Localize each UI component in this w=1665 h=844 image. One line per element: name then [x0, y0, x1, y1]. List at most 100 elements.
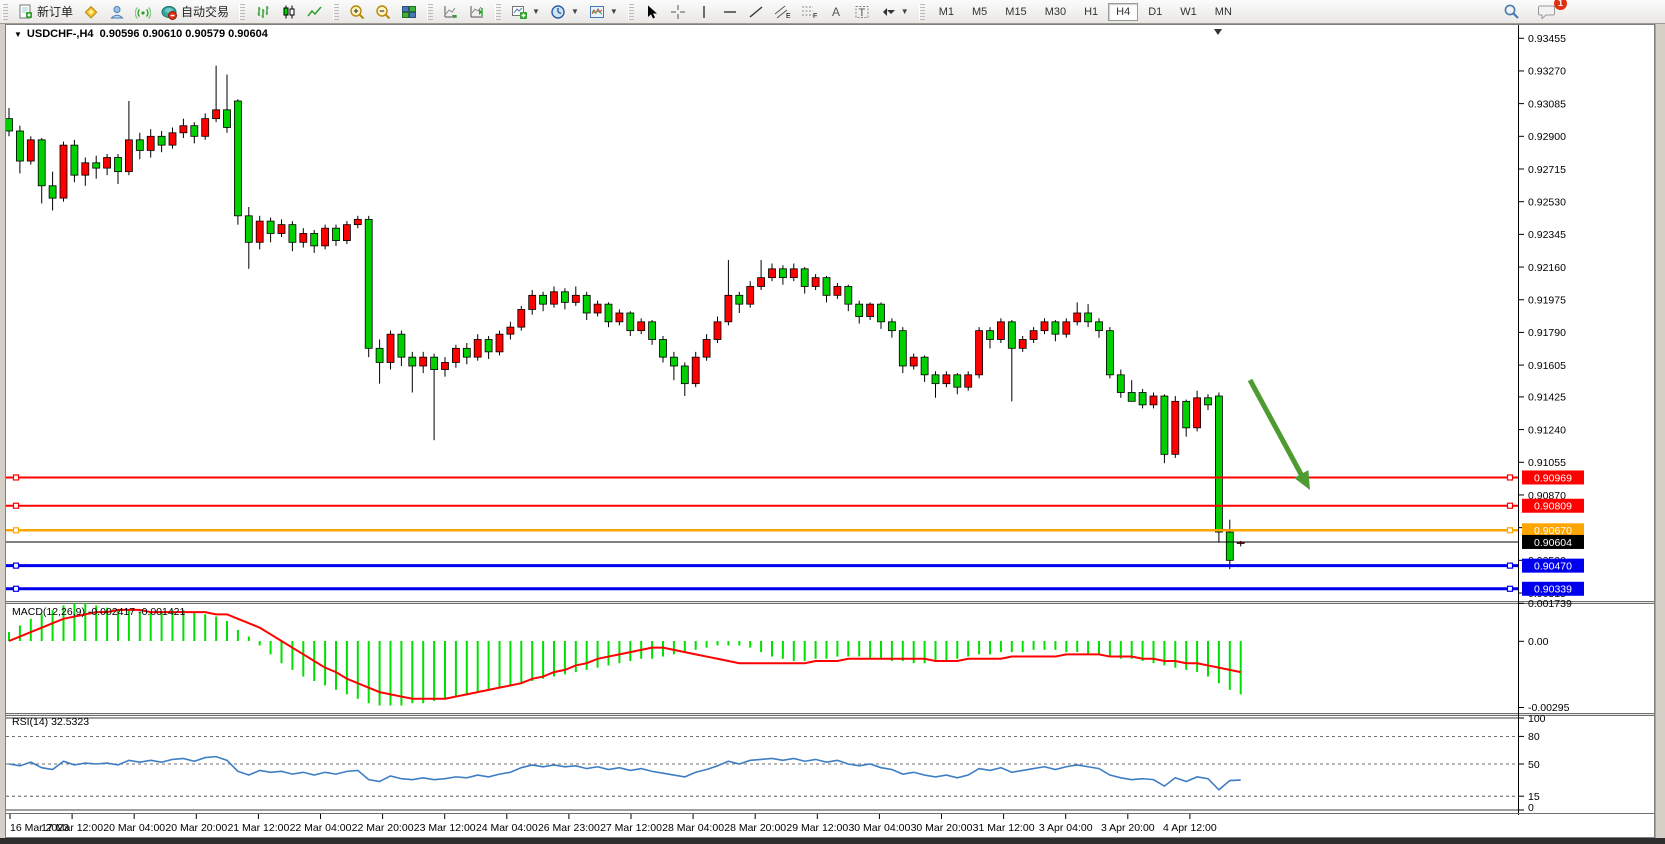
templates-button[interactable]: ▼	[584, 1, 623, 23]
horizontal-line-icon	[723, 10, 736, 13]
chart-shift-button[interactable]	[464, 1, 490, 23]
svg-text:27 Mar 12:00: 27 Mar 12:00	[600, 822, 662, 834]
arrow-annotation[interactable]	[1247, 378, 1310, 490]
svg-text:0.93085: 0.93085	[1528, 98, 1566, 110]
timeframe-M30[interactable]: M30	[1044, 5, 1067, 18]
level-line-0.90969[interactable]: 0.90969	[6, 470, 1584, 485]
toolbar-grip[interactable]	[627, 3, 634, 20]
signals-button[interactable]	[130, 1, 156, 23]
svg-text:0.92715: 0.92715	[1528, 164, 1566, 176]
chat-button[interactable]: 1	[1533, 0, 1567, 23]
channel-button[interactable]: E	[769, 1, 796, 23]
svg-text:22 Mar 04:00: 22 Mar 04:00	[290, 822, 352, 834]
timeframe-M5[interactable]: M5	[972, 5, 988, 18]
toolbar-grip[interactable]	[495, 3, 502, 20]
mql5-button[interactable]	[78, 1, 104, 23]
vertical-line-button[interactable]	[691, 1, 717, 23]
timeframe-M15[interactable]: M15	[1005, 5, 1027, 18]
chat-icon	[1538, 5, 1555, 20]
toolbar-grip[interactable]	[239, 3, 246, 20]
arrows-icon	[882, 7, 895, 16]
zoom-in-icon	[350, 4, 365, 19]
macd-indicator-label: MACD(12,26,9) -0.002417 -0.001421	[12, 606, 186, 618]
svg-text:31 Mar 12:00: 31 Mar 12:00	[973, 822, 1035, 834]
periods-button[interactable]: ▼	[545, 1, 584, 23]
fibonacci-icon: F	[801, 6, 817, 20]
chevron-down-icon: ▼	[900, 7, 909, 16]
new-chart-button[interactable]: ▼	[506, 1, 545, 23]
arrows-button[interactable]: ▼	[875, 1, 914, 23]
chevron-down-icon: ▼	[609, 7, 618, 16]
svg-text:30 Mar 20:00: 30 Mar 20:00	[911, 822, 973, 834]
horizontal-line-button[interactable]	[717, 1, 743, 23]
text-label-button[interactable]: T	[849, 1, 875, 23]
chart-bars-button[interactable]	[250, 1, 276, 23]
auto-scroll-icon	[444, 5, 458, 18]
svg-text:16 Mar 2023: 16 Mar 2023	[10, 822, 69, 834]
cursor-icon	[647, 5, 657, 18]
fibonacci-button[interactable]: F	[796, 1, 823, 23]
timeframe-M1[interactable]: M1	[938, 5, 954, 18]
zoom-out-button[interactable]	[370, 1, 396, 23]
timeframe-H1[interactable]: H1	[1084, 5, 1099, 18]
svg-text:30 Mar 04:00: 30 Mar 04:00	[848, 822, 910, 834]
search-button[interactable]	[1498, 1, 1525, 23]
svg-text:0.90339: 0.90339	[1534, 584, 1572, 596]
svg-text:0: 0	[1528, 802, 1534, 814]
toolbar-grip[interactable]	[918, 3, 925, 20]
toolbar-grip[interactable]	[333, 3, 340, 20]
timeframe-W1[interactable]: W1	[1180, 5, 1197, 18]
crosshair-button[interactable]	[665, 1, 691, 23]
svg-text:0.90969: 0.90969	[1534, 472, 1572, 484]
search-icon	[1504, 4, 1519, 19]
svg-text:0.001739: 0.001739	[1528, 598, 1572, 610]
svg-text:4 Apr 12:00: 4 Apr 12:00	[1163, 822, 1217, 834]
timeframe-D1[interactable]: D1	[1148, 5, 1163, 18]
chart-quotes: 0.90596 0.90610 0.90579 0.90604	[99, 28, 268, 40]
level-line-0.90339[interactable]: 0.90339	[6, 581, 1584, 596]
new-order-icon	[19, 4, 32, 19]
level-line-0.90604[interactable]: 0.90604	[6, 534, 1584, 549]
separator-1[interactable]	[6, 601, 1654, 604]
auto-scroll-button[interactable]	[438, 1, 464, 23]
zoom-in-button[interactable]	[344, 1, 370, 23]
level-line-0.90670[interactable]: 0.90670	[6, 523, 1584, 538]
svg-text:100: 100	[1528, 713, 1546, 725]
level-line-0.90809[interactable]: 0.90809	[6, 498, 1584, 513]
new-order-button[interactable]: 新订单	[13, 1, 78, 23]
toolbar: 新订单 自动交易	[0, 0, 1665, 24]
svg-text:A: A	[832, 5, 840, 19]
chart-line-button[interactable]	[302, 1, 328, 23]
level-line-0.90470[interactable]: 0.90470	[6, 558, 1584, 573]
templates-icon	[589, 5, 604, 18]
autotrading-label: 自动交易	[181, 5, 230, 19]
trendline-button[interactable]	[743, 1, 769, 23]
new-order-label: 新订单	[37, 5, 74, 19]
chart-window: ▼ USDCHF-,H4 0.90596 0.90610 0.90579 0.90…	[5, 24, 1655, 838]
timeframe-MN[interactable]: MN	[1214, 5, 1232, 18]
chart-canvas[interactable]: 0.93455 0.93270 0.93085 0.92900 0.92715 0.925…	[6, 25, 1654, 837]
toolbar-grip[interactable]	[427, 3, 434, 20]
candlestick-series[interactable]	[6, 65, 1245, 570]
svg-text:-0.00295: -0.00295	[1528, 702, 1570, 714]
svg-text:20 Mar 20:00: 20 Mar 20:00	[165, 822, 227, 834]
tile-windows-button[interactable]	[396, 1, 422, 23]
svg-text:29 Mar 12:00: 29 Mar 12:00	[786, 822, 848, 834]
svg-text:0.92530: 0.92530	[1528, 196, 1566, 208]
chart-shift-marker[interactable]	[1214, 29, 1222, 35]
svg-text:0.00: 0.00	[1528, 636, 1549, 648]
chevron-down-icon[interactable]: ▼	[14, 30, 22, 39]
svg-text:26 Mar 23:00: 26 Mar 23:00	[538, 822, 600, 834]
svg-text:21 Mar 12:00: 21 Mar 12:00	[227, 822, 289, 834]
separator-2[interactable]	[6, 713, 1654, 716]
chart-candles-button[interactable]	[276, 1, 302, 23]
toolbar-grip[interactable]	[2, 3, 8, 20]
autotrading-button[interactable]: 自动交易	[156, 1, 234, 23]
text-button[interactable]: A	[823, 1, 849, 23]
cursor-button[interactable]	[639, 1, 665, 23]
timeframe-H4[interactable]: H4	[1108, 2, 1139, 21]
community-button[interactable]	[104, 1, 130, 23]
new-chart-icon	[512, 5, 528, 19]
